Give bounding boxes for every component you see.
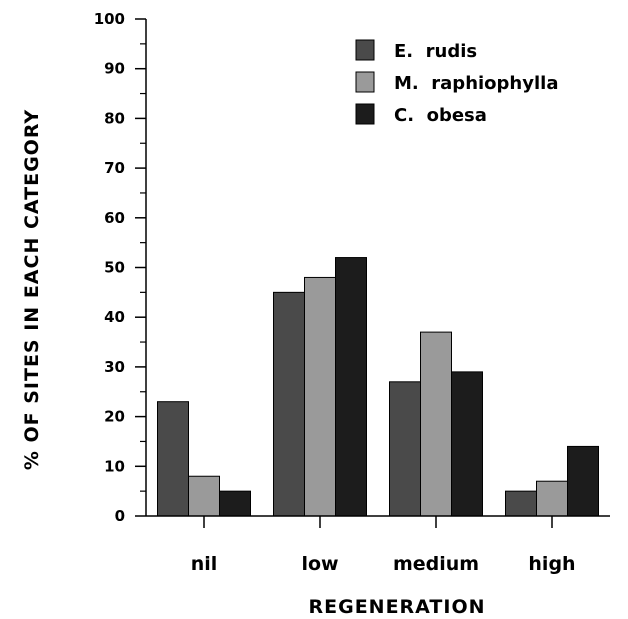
x-tick-label-low: low xyxy=(301,553,338,575)
bar-nil-3 xyxy=(219,490,251,517)
bar-high-3 xyxy=(567,445,599,517)
category-labels: nil low medium high xyxy=(191,516,576,575)
y-tick-label: 60 xyxy=(104,209,125,227)
bar-high-1 xyxy=(505,490,537,517)
y-axis-title: % OF SITES IN EACH CATEGORY xyxy=(21,109,43,470)
bars xyxy=(157,257,599,517)
y-tick-label: 80 xyxy=(104,109,125,127)
y-tick-label: 40 xyxy=(104,308,125,326)
y-tick-label: 20 xyxy=(104,408,125,426)
legend-swatch-2 xyxy=(355,71,375,93)
legend-label-2: M. raphiophylla xyxy=(394,73,558,94)
bar-nil-2 xyxy=(188,475,220,517)
x-axis-title: REGENERATION xyxy=(308,596,485,618)
legend-swatch-1 xyxy=(355,39,375,61)
y-tick-label: 30 xyxy=(104,358,125,376)
y-tick-label: 50 xyxy=(104,259,125,277)
bar-medium-2 xyxy=(420,331,452,517)
legend-label-1: E. rudis xyxy=(394,41,477,62)
bar-high-2 xyxy=(536,480,568,517)
x-tick-label-nil: nil xyxy=(191,553,218,575)
legend-label-3: C. obesa xyxy=(394,105,487,126)
bar-medium-3 xyxy=(451,371,483,517)
bar-low-1 xyxy=(273,291,305,517)
y-axis-ticks: 0 10 20 30 40 50 60 70 80 90 100 xyxy=(94,10,146,525)
bar-nil-1 xyxy=(157,401,189,517)
y-tick-label: 10 xyxy=(104,457,125,475)
x-tick-label-medium: medium xyxy=(393,553,479,575)
y-tick-label: 0 xyxy=(115,507,125,525)
x-tick-label-high: high xyxy=(528,553,575,575)
legend: E. rudis M. raphiophylla C. obesa xyxy=(355,39,558,126)
y-tick-label: 90 xyxy=(104,60,125,78)
legend-swatch-3 xyxy=(355,103,375,125)
y-tick-label: 100 xyxy=(94,10,125,28)
bar-low-3 xyxy=(335,257,367,517)
y-tick-label: 70 xyxy=(104,159,125,177)
bar-medium-1 xyxy=(389,381,421,517)
bar-low-2 xyxy=(304,276,336,517)
